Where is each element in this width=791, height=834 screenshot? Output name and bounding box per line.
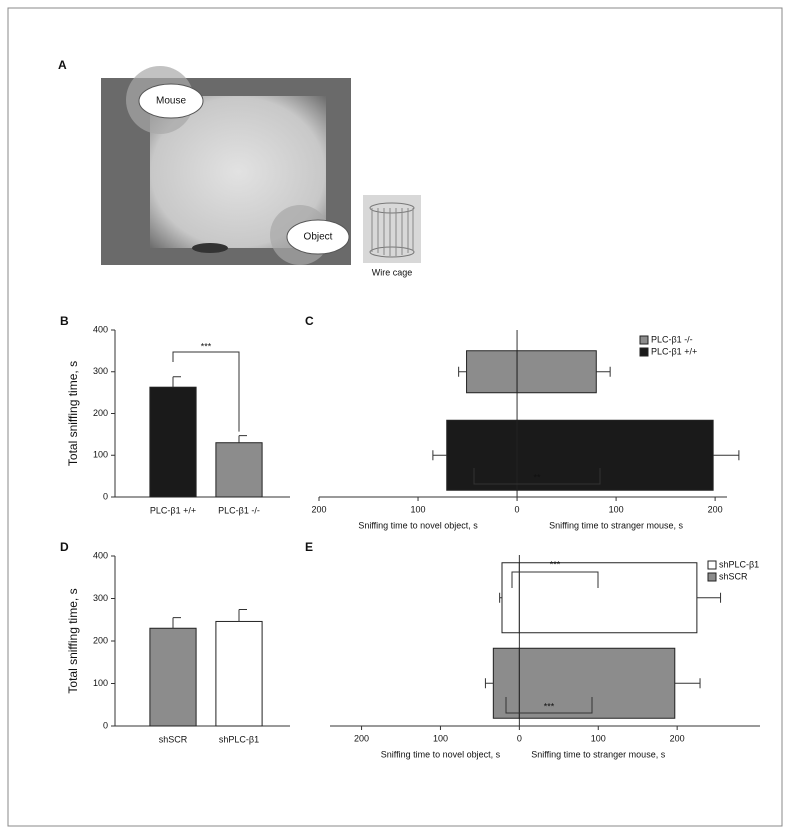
bar [149, 627, 197, 727]
error-bar [172, 617, 181, 629]
error-bar [674, 678, 701, 689]
object-label: Object [304, 232, 333, 243]
y-axis-label: Total sniffing time, s [66, 588, 80, 693]
significance-bracket [473, 468, 601, 485]
y-tick-label: 200 [93, 635, 108, 645]
legend-swatch [707, 560, 717, 570]
bar-mouse [516, 419, 714, 491]
y-tick-label: 400 [93, 324, 108, 334]
significance-label: *** [201, 341, 212, 351]
x-axis-label: Sniffing time to stranger mouse, s [549, 520, 683, 530]
x-tick-label: 200 [670, 733, 685, 743]
mouse-label: Mouse [156, 96, 186, 107]
x-tick-label: 100 [411, 504, 426, 514]
bar [149, 386, 197, 498]
panel-label: D [60, 540, 69, 554]
y-tick-label: 300 [93, 593, 108, 603]
x-axis-label: Sniffing time to novel object, s [381, 749, 501, 759]
x-axis-label: Sniffing time to novel object, s [358, 520, 478, 530]
bar-mouse [516, 350, 597, 394]
cage-label: Wire cage [372, 267, 413, 277]
significance-bracket [511, 571, 599, 588]
y-tick-label: 400 [93, 550, 108, 560]
panel-label: E [305, 540, 313, 554]
legend-swatch [707, 572, 717, 582]
legend-swatch [639, 335, 649, 345]
legend-label: PLC-β1 -/- [651, 334, 693, 344]
significance-label: ** [533, 472, 541, 482]
y-axis-label: Total sniffing time, s [66, 361, 80, 466]
error-bar [596, 366, 611, 377]
error-bar [238, 609, 247, 622]
significance-label: *** [544, 701, 555, 711]
wire-cage-photo [363, 195, 421, 263]
x-axis-label: Sniffing time to stranger mouse, s [531, 749, 665, 759]
x-tick-label: 100 [433, 733, 448, 743]
arena-photo [101, 66, 351, 265]
error-bar [713, 450, 740, 461]
bar-object [501, 562, 520, 634]
bar-object [446, 419, 518, 491]
y-tick-label: 100 [93, 450, 108, 460]
y-tick-label: 0 [103, 720, 108, 730]
frame [7, 7, 783, 827]
x-tick-label: 0 [515, 504, 520, 514]
legend-label: shSCR [719, 571, 748, 581]
x-tick-label: 200 [311, 504, 326, 514]
error-bar [696, 592, 722, 603]
error-bar [432, 450, 447, 461]
error-bar [172, 376, 181, 388]
bar [215, 620, 263, 727]
y-tick-label: 300 [93, 366, 108, 376]
significance-label: *** [550, 559, 561, 569]
error-bar [238, 435, 247, 443]
significance-bracket [505, 697, 593, 714]
panel-label: B [60, 314, 69, 328]
x-tick-label: PLC-β1 +/+ [150, 505, 196, 515]
legend-label: shPLC-β1 [719, 559, 759, 569]
legend-label: PLC-β1 +/+ [651, 346, 697, 356]
x-tick-label: 0 [517, 733, 522, 743]
bar-object [466, 350, 518, 394]
error-bar [499, 592, 502, 603]
y-tick-label: 0 [103, 491, 108, 501]
error-bar [484, 678, 494, 689]
x-tick-label: 100 [591, 733, 606, 743]
significance-bracket [172, 351, 240, 432]
x-tick-label: 200 [354, 733, 369, 743]
x-tick-label: 200 [708, 504, 723, 514]
bar [215, 442, 263, 498]
bar-mouse [518, 562, 698, 634]
x-tick-label: shSCR [159, 734, 188, 744]
panel-label: C [305, 314, 314, 328]
x-tick-label: PLC-β1 -/- [218, 505, 260, 515]
error-bar [458, 366, 467, 377]
x-tick-label: 100 [609, 504, 624, 514]
y-tick-label: 200 [93, 408, 108, 418]
y-tick-label: 100 [93, 678, 108, 688]
legend-swatch [639, 347, 649, 357]
bar-object [492, 647, 520, 719]
bar-mouse [518, 647, 676, 719]
panel-label: A [58, 58, 67, 72]
x-tick-label: shPLC-β1 [219, 734, 259, 744]
